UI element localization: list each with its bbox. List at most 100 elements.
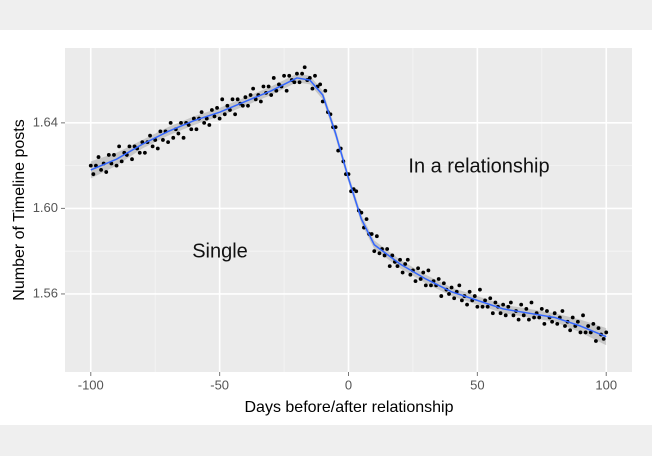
point — [302, 65, 307, 70]
point — [222, 112, 227, 117]
point — [447, 292, 451, 296]
point — [217, 116, 222, 121]
point — [581, 313, 585, 318]
point — [498, 311, 503, 316]
point — [452, 296, 457, 301]
point — [423, 283, 428, 288]
point — [460, 298, 464, 303]
point — [207, 123, 212, 127]
point — [594, 339, 598, 343]
point — [336, 148, 341, 153]
point — [199, 110, 204, 115]
point — [511, 313, 516, 318]
point — [181, 135, 186, 140]
point — [449, 285, 454, 290]
point — [320, 99, 325, 104]
point — [269, 93, 274, 97]
x-tick-label: 0 — [345, 377, 352, 392]
point — [168, 120, 173, 125]
point — [596, 326, 601, 331]
point — [501, 302, 506, 307]
point — [426, 268, 431, 273]
point — [493, 300, 498, 305]
point — [179, 120, 183, 125]
point — [552, 311, 557, 316]
point — [176, 131, 181, 136]
point — [127, 144, 132, 149]
x-tick-label: 100 — [595, 377, 617, 392]
point — [591, 321, 596, 326]
point — [248, 93, 253, 97]
point — [148, 133, 152, 138]
point — [220, 97, 225, 102]
point — [568, 328, 573, 333]
point — [117, 144, 122, 149]
point — [295, 71, 299, 76]
point — [524, 307, 529, 311]
point — [369, 232, 374, 236]
point — [457, 283, 462, 288]
point — [472, 294, 477, 298]
point — [99, 168, 103, 172]
point — [550, 319, 555, 324]
annotation: Single — [192, 240, 248, 262]
point — [233, 112, 238, 117]
point — [318, 82, 323, 87]
point — [282, 73, 286, 78]
point — [503, 313, 508, 318]
y-tick-label: 1.64 — [33, 114, 58, 129]
annotation: In a relationship — [408, 155, 549, 177]
point — [189, 127, 194, 132]
point — [555, 321, 560, 326]
point — [333, 125, 338, 130]
point — [604, 330, 609, 335]
x-tick-label: -100 — [78, 377, 104, 392]
point — [310, 86, 315, 91]
point — [408, 272, 413, 277]
x-tick-label: -50 — [210, 377, 229, 392]
y-tick-label: 1.56 — [33, 285, 58, 300]
top-band — [0, 0, 652, 30]
point — [261, 84, 266, 89]
point — [364, 217, 369, 221]
point — [307, 76, 312, 80]
point — [374, 234, 379, 239]
point — [387, 264, 392, 269]
point — [292, 80, 297, 85]
point — [266, 84, 271, 89]
point — [91, 172, 96, 177]
point — [251, 86, 256, 91]
point — [570, 315, 575, 320]
point — [480, 304, 485, 309]
point — [475, 304, 480, 309]
point — [578, 330, 583, 335]
point — [150, 144, 155, 149]
point — [171, 135, 176, 140]
point — [372, 249, 377, 254]
point — [542, 321, 547, 326]
point — [436, 277, 441, 281]
point — [418, 277, 423, 281]
point — [297, 80, 302, 85]
point — [575, 319, 580, 324]
point — [488, 296, 493, 301]
point — [96, 155, 101, 159]
point — [441, 281, 446, 286]
point — [212, 114, 217, 119]
point — [194, 127, 199, 132]
smooth-line — [90, 77, 607, 338]
point — [506, 304, 511, 309]
point — [155, 146, 160, 151]
point — [490, 311, 495, 316]
point — [537, 315, 542, 320]
point — [225, 103, 230, 108]
y-tick-label: 1.60 — [33, 200, 58, 215]
bottom-band — [0, 425, 652, 456]
x-axis-title: Days before/after relationship — [245, 399, 454, 416]
x-tick-label: 50 — [470, 377, 484, 392]
point — [277, 82, 281, 87]
point — [137, 150, 142, 155]
point — [413, 279, 418, 284]
point — [166, 140, 170, 144]
